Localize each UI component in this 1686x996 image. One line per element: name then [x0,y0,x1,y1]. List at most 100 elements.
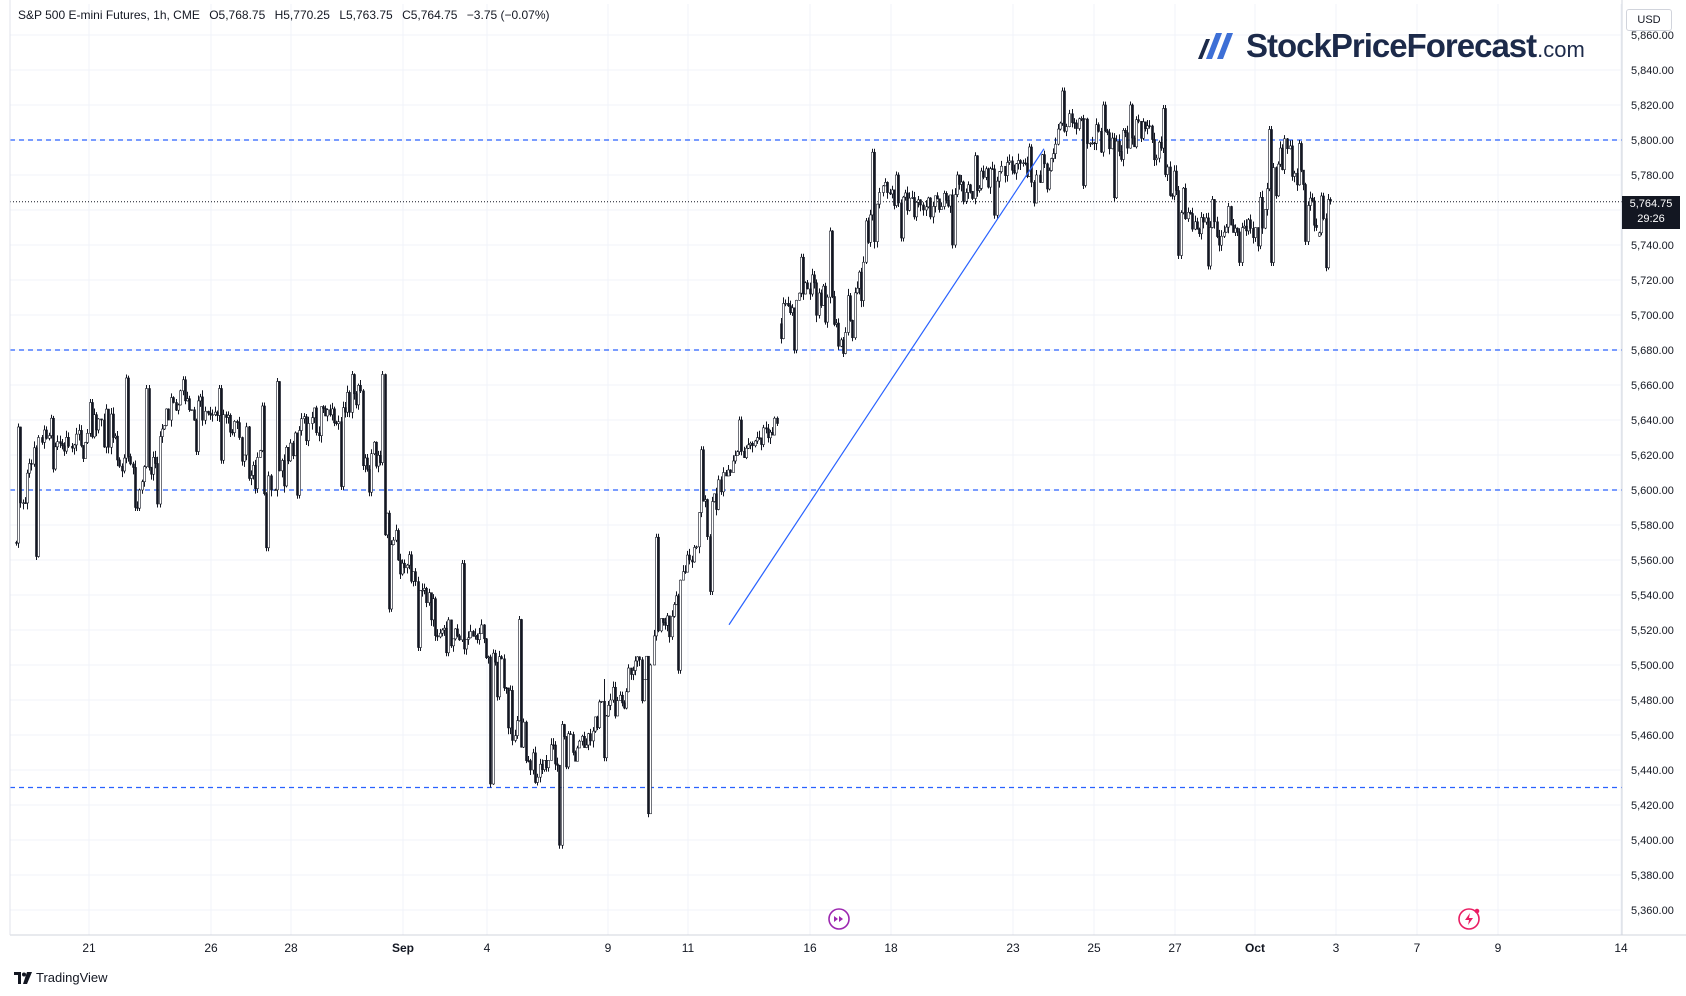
candle [159,431,162,508]
candle [311,411,314,430]
candle [359,379,362,393]
tradingview-logo[interactable]: TradingView [14,970,108,985]
candle [84,441,87,459]
candle [607,700,610,717]
candle [300,413,303,436]
candle [112,407,115,443]
candle [193,406,196,421]
candle [1202,213,1205,229]
y-tick-label: 5,500.00 [1631,660,1674,672]
candle [1329,197,1332,205]
x-tick-label: 18 [884,941,898,955]
event-icons[interactable] [828,908,1480,930]
x-tick-label: 16 [803,941,817,955]
candle [1131,103,1134,145]
currency-selector[interactable]: USD [1626,9,1672,31]
candle [480,619,483,634]
y-tick-label: 5,640.00 [1631,415,1674,427]
symbol-label[interactable]: S&P 500 E-mini Futures, 1h, CME [18,8,200,22]
candle [856,281,859,295]
candle [1111,132,1114,150]
candle [844,327,847,355]
candle [1296,168,1299,191]
candle [1213,198,1216,229]
candle [736,450,739,456]
candle [1000,160,1003,174]
candle [489,654,492,788]
candle [1223,225,1226,238]
candle [447,617,450,657]
y-tick-label: 5,680.00 [1631,345,1674,357]
candle [1160,136,1163,151]
candle [556,757,559,772]
candle [121,463,124,478]
candle [1061,87,1064,126]
candle [813,271,816,289]
candle [71,443,74,453]
candle [337,415,340,430]
y-tick-label: 5,720.00 [1631,275,1674,287]
candle [1158,140,1161,163]
candle [154,450,157,469]
trend-line[interactable] [728,148,1045,626]
candle [1082,114,1085,189]
candle [1155,154,1158,166]
candle [1084,118,1087,188]
lightning-icon[interactable] [1458,908,1480,930]
candle [1022,159,1025,167]
candle [95,412,98,437]
candle [148,385,151,471]
candle [392,536,395,546]
axes: 5,360.00 5,380.00 5,400.00 5,420.00 5,440.00… [9,0,1686,955]
candle [469,624,472,639]
candle [500,655,503,660]
candle [492,649,495,785]
candle [1108,128,1111,155]
candle [243,454,246,467]
candle [175,398,178,412]
candle [100,418,103,427]
candle [414,568,417,586]
candle [1137,114,1140,124]
candle [1011,156,1014,175]
candle [539,758,542,783]
candle [1225,223,1228,233]
candle [1006,156,1009,182]
candle [583,731,586,748]
candle [494,649,497,666]
candle [717,475,720,511]
candle [1122,128,1125,167]
candle [784,299,787,307]
candle [668,615,671,643]
candle [259,449,262,458]
candle [227,411,230,424]
candle [1050,157,1053,172]
candle [936,192,939,200]
candle [274,488,277,491]
candle [1054,137,1057,159]
candle [165,408,168,427]
candle [671,610,674,640]
candle [711,496,714,595]
candle [740,416,743,456]
candle [37,435,40,558]
fast-forward-icon[interactable] [828,908,850,930]
close-value: C5,764.75 [402,8,458,22]
candle [1115,135,1118,199]
candle [976,155,979,197]
candle [59,435,62,448]
symbol-header: S&P 500 E-mini Futures, 1h, CME O5,768.7… [18,8,556,22]
candle [833,290,836,327]
x-tick-label: 25 [1087,941,1101,955]
candle [22,499,25,510]
candle [673,602,676,618]
candle [298,426,301,499]
candle [782,297,785,340]
candle [1200,212,1203,240]
candle [127,375,130,462]
candle [1089,142,1092,147]
candle [1247,218,1250,235]
candle [547,760,550,772]
